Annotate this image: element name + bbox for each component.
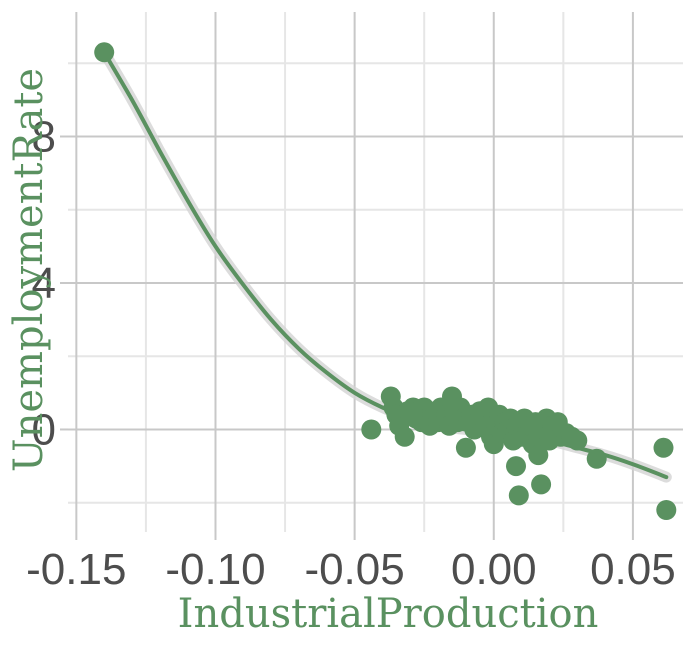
y-axis-title: UnemploymentRate bbox=[6, 68, 52, 472]
x-tick-label: -0.10 bbox=[165, 545, 265, 594]
data-point bbox=[528, 445, 549, 466]
data-point bbox=[394, 426, 415, 447]
fit-curve-layer bbox=[98, 46, 672, 483]
data-point bbox=[531, 474, 552, 495]
x-tick-label: -0.05 bbox=[304, 545, 404, 594]
data-point bbox=[361, 419, 382, 440]
data-point bbox=[653, 437, 674, 458]
data-point bbox=[94, 42, 115, 63]
y-tick-label: 8 bbox=[32, 113, 56, 162]
data-point bbox=[567, 430, 588, 451]
x-axis-title: IndustrialProduction bbox=[178, 591, 599, 637]
data-point bbox=[455, 437, 476, 458]
y-axis-ticks: 0 4 8 bbox=[32, 113, 68, 455]
x-tick-label: 0.00 bbox=[451, 545, 537, 594]
confidence-ribbon bbox=[98, 46, 672, 483]
x-tick-label: -0.15 bbox=[26, 545, 126, 594]
points-layer bbox=[94, 42, 677, 520]
data-point bbox=[656, 500, 677, 520]
y-tick-label: 4 bbox=[32, 259, 56, 308]
data-point bbox=[586, 448, 607, 469]
x-axis-ticks: -0.15 -0.10 -0.05 0.00 0.05 bbox=[26, 532, 676, 594]
x-tick-label: 0.05 bbox=[590, 545, 676, 594]
data-point bbox=[508, 485, 529, 506]
data-point bbox=[506, 456, 526, 477]
y-tick-label: 0 bbox=[32, 406, 56, 455]
